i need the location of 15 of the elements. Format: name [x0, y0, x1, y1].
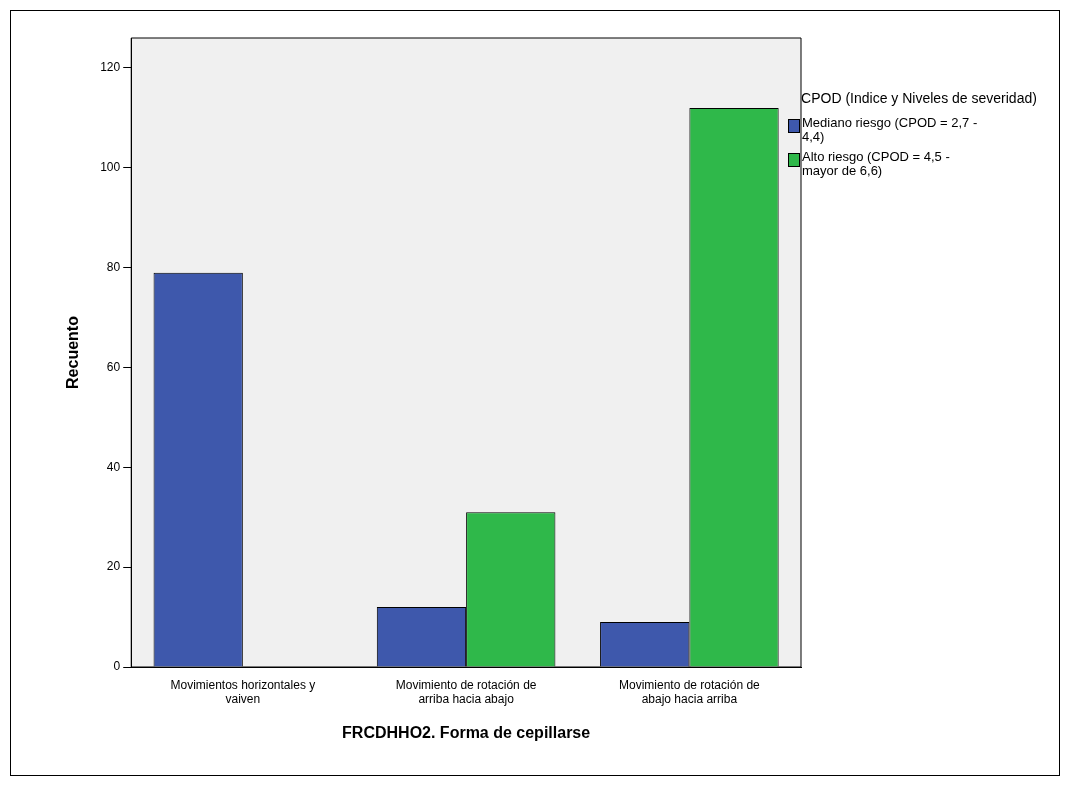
- x-tick-label: Movimiento de rotación de arriba hacia abajo: [395, 677, 537, 706]
- legend-label: Mediano riesgo (CPOD = 2,7 - 4,4): [802, 115, 979, 144]
- y-tick-label: 120: [100, 60, 121, 75]
- x-axis-title: FRCDHHO2. Forma de cepillarse: [342, 723, 591, 741]
- x-tick-label: Movimiento de rotación de abajo hacia arriba: [619, 677, 761, 706]
- x-tick-label: Movimientos horizontales y vaiven: [170, 677, 316, 706]
- y-tick-label: 20: [106, 559, 121, 574]
- y-tick-label: 80: [106, 259, 121, 274]
- legend-label: Alto riesgo (CPOD = 4,5 - mayor de 6,6): [802, 149, 951, 178]
- y-tick-label: 100: [100, 160, 121, 175]
- y-tick-label: 0: [113, 659, 121, 674]
- y-tick-label: 60: [106, 359, 121, 374]
- legend-title: CPOD (Indice y Niveles de severidad): [800, 90, 1038, 106]
- y-tick-label: 40: [106, 459, 121, 474]
- y-axis-title: Recuento: [64, 315, 82, 389]
